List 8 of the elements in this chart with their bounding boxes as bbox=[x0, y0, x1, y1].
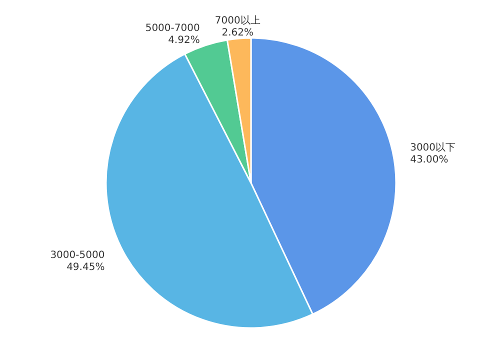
data-label: 49.45% bbox=[66, 262, 105, 273]
data-label: 43.00% bbox=[410, 154, 448, 166]
slice-label: 7000以上 bbox=[214, 14, 260, 27]
slice-label: 3000-5000 bbox=[50, 250, 105, 261]
data-label: 4.92% bbox=[168, 35, 200, 46]
data-label: 2.62% bbox=[222, 28, 254, 39]
slice-label: 5000-7000 bbox=[145, 23, 200, 34]
slice-label: 3000以下 bbox=[410, 141, 456, 154]
